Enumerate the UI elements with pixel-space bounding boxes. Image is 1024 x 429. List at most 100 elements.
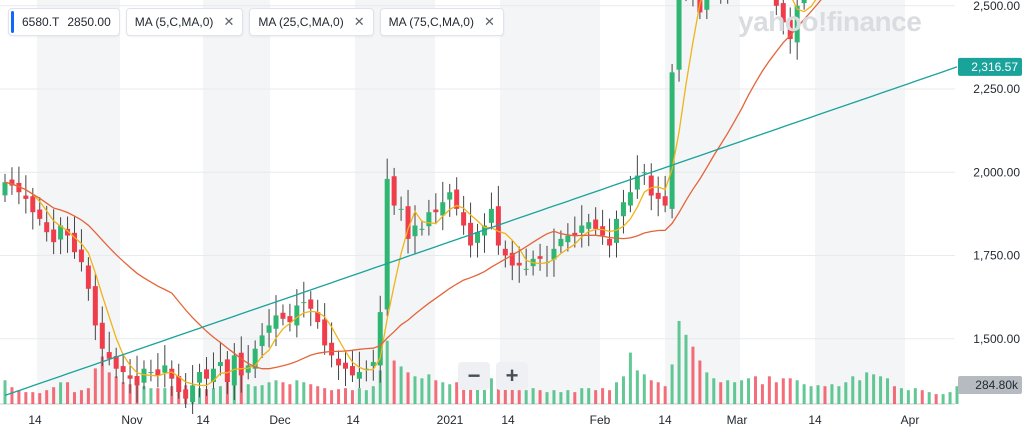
x-axis: 14 Nov 14 Dec 14 2021 14 Feb 14 Mar 14 Apr <box>28 413 919 427</box>
volume-bar <box>649 380 653 404</box>
ma25-line <box>4 0 822 370</box>
period-bands <box>37 0 905 404</box>
volume-bar <box>524 390 528 404</box>
candle-body <box>65 228 71 236</box>
close-icon[interactable]: ✕ <box>223 14 235 29</box>
volume-bar <box>941 394 945 404</box>
volume-bar <box>913 388 917 404</box>
candle-body <box>162 365 168 373</box>
period-band <box>665 0 740 404</box>
volume-bar <box>559 392 563 404</box>
volume-bar <box>705 372 709 404</box>
y-tick-label: 2,000.00 <box>973 165 1020 179</box>
volume-bar <box>927 392 931 404</box>
volume-bar <box>733 382 737 404</box>
candle-body <box>113 356 119 369</box>
x-tick-label: 14 <box>501 413 515 427</box>
volume-bar <box>114 376 118 404</box>
candle-body <box>384 178 390 310</box>
candle-body <box>342 362 348 369</box>
volume-bar <box>343 388 347 404</box>
candle-body <box>322 319 328 346</box>
candle-body <box>30 196 36 213</box>
volume-bar <box>795 380 799 404</box>
volume-bar <box>719 382 723 404</box>
legend-bar: 6580.T 2850.00 MA (5,C,MA,0) ✕ MA (25,C,… <box>8 8 504 36</box>
volume-bar <box>149 388 153 404</box>
volume-bar <box>45 390 49 404</box>
candle-body <box>447 192 453 200</box>
candle-body <box>120 366 126 373</box>
candle-body <box>801 0 807 4</box>
period-band <box>203 0 270 404</box>
y-tick-label: 2,500.00 <box>973 0 1020 13</box>
candle-body <box>71 232 77 253</box>
volume-tag <box>958 376 1022 394</box>
candle-body <box>2 182 8 196</box>
candle-body <box>704 0 710 10</box>
volume-bar <box>469 388 473 404</box>
volume-bar <box>837 386 841 404</box>
volume-bar <box>142 386 146 404</box>
price-tag-label: 2,316.57 <box>971 60 1018 74</box>
volume-bar <box>413 376 417 404</box>
symbol-pill[interactable]: 6580.T 2850.00 <box>8 8 120 36</box>
candle-body <box>773 0 779 6</box>
period-band <box>815 0 905 404</box>
candle-body <box>516 262 522 266</box>
close-icon[interactable]: ✕ <box>483 14 495 29</box>
volume-bar <box>392 360 396 404</box>
period-band <box>500 0 600 404</box>
moving-averages <box>4 0 958 397</box>
volume-bar <box>323 388 327 404</box>
volume-bar <box>879 376 883 404</box>
volume-bar <box>934 394 938 404</box>
x-tick-label: Feb <box>590 413 611 427</box>
ma75-pill[interactable]: MA (75,C,MA,0) ✕ <box>379 8 504 36</box>
candle-body <box>155 369 161 376</box>
candle-body <box>586 222 592 229</box>
candle-body <box>92 286 98 326</box>
volume-tag-label: 284.80k <box>975 378 1019 392</box>
volume-bar <box>385 340 389 404</box>
volume-bar <box>753 376 757 404</box>
candle-body <box>16 182 22 193</box>
volume-bar <box>496 384 500 404</box>
volume-bar <box>79 390 83 404</box>
candle-body <box>495 206 501 246</box>
volume-bar <box>545 392 549 404</box>
volume-bar <box>587 388 591 404</box>
volume-bar <box>205 389 209 404</box>
x-tick-label: 14 <box>658 413 672 427</box>
close-icon[interactable]: ✕ <box>353 14 365 29</box>
volume-bar <box>503 386 507 404</box>
volume-bar <box>309 384 313 404</box>
candle-body <box>85 265 91 289</box>
candle-body <box>217 362 223 367</box>
ma25-label: MA (25,C,MA,0) <box>258 15 344 29</box>
symbol-value: 2850.00 <box>67 15 111 29</box>
zoom-out-button[interactable]: − <box>458 362 490 390</box>
volume-bar <box>698 360 702 404</box>
volume-bar <box>781 378 785 404</box>
volume-bar <box>865 372 869 404</box>
candle-body <box>210 368 216 383</box>
candle-body <box>648 175 654 196</box>
candle-body <box>245 365 251 373</box>
volume-bar <box>615 382 619 404</box>
candle-body <box>204 369 210 379</box>
zoom-in-button[interactable]: + <box>496 362 528 390</box>
ma25-pill[interactable]: MA (25,C,MA,0) ✕ <box>249 8 374 36</box>
volume-bar <box>462 386 466 404</box>
volume-bar <box>59 382 63 404</box>
zoom-controls: − + <box>458 362 528 390</box>
ma5-pill[interactable]: MA (5,C,MA,0) ✕ <box>125 8 244 36</box>
volume-bar <box>844 382 848 404</box>
gridlines <box>0 5 955 405</box>
candle-body <box>349 366 355 376</box>
candle-body <box>488 208 494 223</box>
volume-bar <box>628 352 632 404</box>
candle-body <box>315 312 321 323</box>
